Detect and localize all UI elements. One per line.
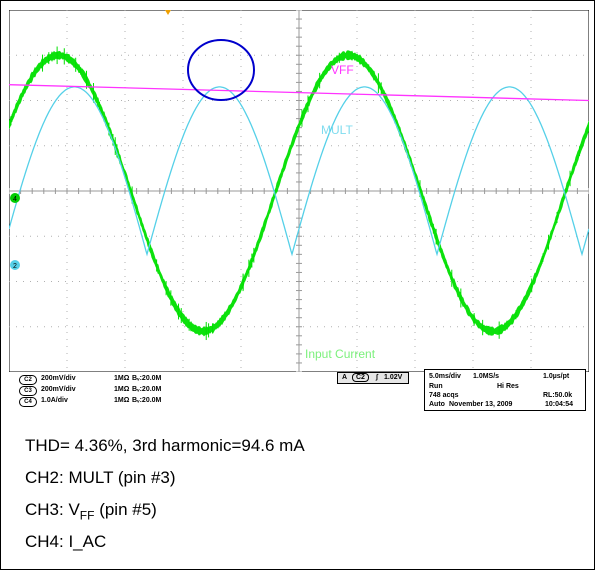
channel-bandwidth: Bᵥ:20.0M (132, 397, 162, 404)
oscilloscope-screen: VFF MULT Input Current 4 2 C2 200mV/div … (9, 10, 589, 414)
record-length: RL:50.0k (543, 392, 573, 399)
graticule (9, 10, 589, 372)
annotation-circle (187, 39, 255, 101)
note-ch3-suffix: (pin #5) (94, 500, 157, 519)
resolution: 1.0µs/pt (543, 373, 570, 380)
channel-bandwidth: Bᵥ:20.0M (132, 386, 162, 393)
acquisition-readout: 5.0ms/div 1.0MS/s 1.0µs/pt Run Hi Res 74… (424, 369, 586, 411)
channel-scale: 1.0A/div (41, 397, 68, 404)
channel-tag: C4 (19, 397, 37, 407)
series-vff-line (9, 84, 589, 102)
capture-time: 10:04:54 (545, 401, 574, 408)
trace-labels: VFF MULT Input Current (305, 63, 376, 361)
note-ch4: CH4: I_AC (25, 532, 107, 551)
trigger-readout: A C2 ∫ 1.02V (337, 372, 409, 384)
channel-tag: C3 (19, 386, 37, 396)
channel-impedance: 1MΩ (114, 397, 130, 404)
series-label-vff: VFF (331, 63, 354, 77)
series-label-input-current: Input Current (305, 347, 376, 361)
run-state: Run (429, 383, 443, 390)
series-label-mult: MULT (321, 123, 353, 137)
trigger-position-marker (165, 10, 171, 15)
note-ch3-sub: FF (79, 508, 95, 523)
traces (9, 46, 589, 341)
note-thd: THD= 4.36%, 3rd harmonic=94.6 mA (25, 436, 305, 455)
channel-marker-ch2-label: 2 (13, 263, 17, 270)
note-ch3-prefix: CH3: V (25, 500, 80, 519)
channel-tag: C2 (19, 375, 37, 385)
trigger-source: C2 (352, 373, 369, 382)
channel-readout-c3: C3 200mV/div 1MΩ Bᵥ:20.0M (19, 385, 179, 396)
series-input-current-band (9, 50, 589, 337)
channel-marker-ch4: 4 (10, 193, 20, 203)
trigger-level: 1.02V (384, 374, 403, 381)
capture-date: November 13, 2009 (449, 401, 513, 408)
trigger-mode: A (342, 374, 348, 381)
channel-marker-ch2: 2 (10, 260, 20, 270)
channel-marker-ch4-label: 4 (13, 196, 17, 203)
acq-count: 748 acqs (429, 392, 459, 399)
channel-readout-c4: C4 1.0A/div 1MΩ Bᵥ:20.0M (19, 396, 179, 407)
note-ch3: CH3: VFF (pin #5) (25, 500, 157, 522)
scope-plot: VFF MULT Input Current 4 2 (9, 10, 589, 372)
trigger-auto: Auto (429, 401, 445, 408)
channel-impedance: 1MΩ (114, 375, 130, 382)
channel-bandwidth: Bᵥ:20.0M (132, 375, 162, 382)
acq-mode: Hi Res (497, 383, 519, 390)
trigger-slope-icon: ∫ (376, 374, 378, 381)
timebase: 5.0ms/div (429, 373, 461, 380)
channel-scale: 200mV/div (41, 375, 76, 382)
channel-impedance: 1MΩ (114, 386, 130, 393)
sample-rate: 1.0MS/s (473, 373, 500, 380)
channel-scale: 200mV/div (41, 386, 76, 393)
channel-readout-c2: C2 200mV/div 1MΩ Bᵥ:20.0M (19, 374, 179, 385)
scope-status-bar: C2 200mV/div 1MΩ Bᵥ:20.0M C3 200mV/div 1… (19, 369, 586, 411)
note-ch2: CH2: MULT (pin #3) (25, 468, 176, 487)
